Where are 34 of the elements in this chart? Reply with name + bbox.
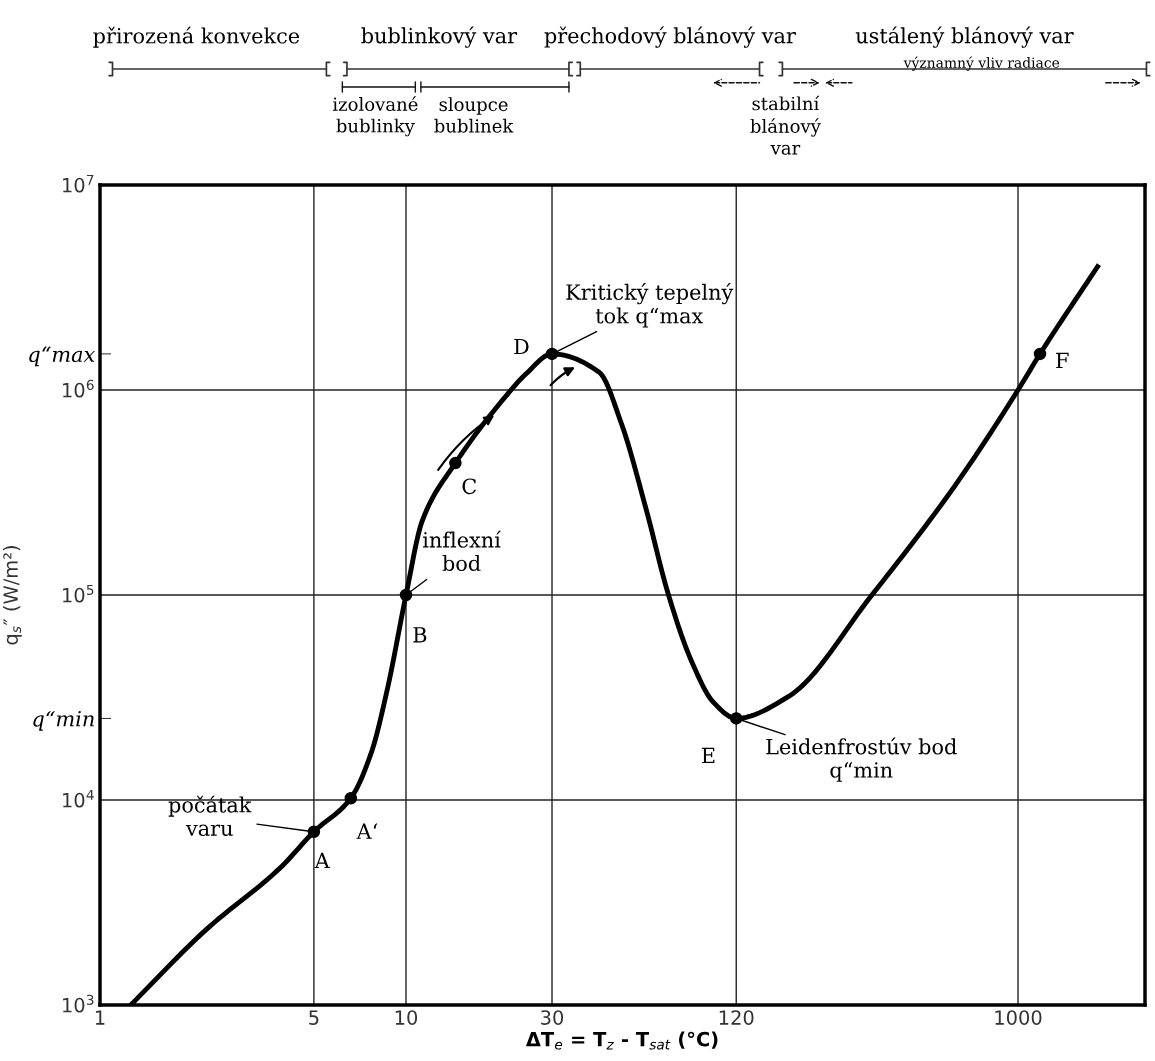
- x-tick-label: 10: [395, 1010, 418, 1025]
- y-tick-label: 10$^{6}$: [63, 379, 94, 398]
- text: stabilní blánový var: [750, 95, 821, 155]
- text: významný vliv radiace: [903, 56, 1060, 71]
- annotation: E: [702, 747, 715, 764]
- annotation: Leidenfrostúv bod q“min: [766, 737, 957, 782]
- annotation: D: [514, 338, 529, 355]
- text: sloupce bublinek: [434, 97, 514, 133]
- y-axis-title: q$_{s}$″ (W/m²): [2, 546, 22, 645]
- y-tick-label: q“max: [29, 346, 95, 367]
- x-tick-label: 1000: [995, 1010, 1042, 1025]
- text: přirozená konvekce: [93, 26, 300, 48]
- text: izolované bublinky: [332, 96, 418, 137]
- y-tick-label: 10$^{5}$: [63, 584, 94, 603]
- annotation: inflexní bod: [423, 530, 501, 572]
- y-tick-label: 10$^{7}$: [63, 174, 94, 193]
- annotation: A‘: [356, 823, 378, 839]
- y-tick-label: 10$^{4}$: [63, 789, 94, 808]
- x-tick-label: 120: [719, 1010, 754, 1025]
- text: bublinkový var: [361, 26, 518, 48]
- x-axis-title: ΔT$_{e}$ = T$_{z}$ - T$_{sat}$ (°C): [525, 1031, 718, 1050]
- annotation: C: [462, 478, 476, 495]
- x-tick-label: 30: [541, 1010, 564, 1025]
- x-tick-label: 1: [95, 1010, 105, 1025]
- annotation: počátak varu: [168, 795, 252, 836]
- text: přechodový blánový var: [544, 26, 796, 48]
- y-tick-label: 10$^{3}$: [63, 994, 94, 1013]
- y-tick-label: q“min: [33, 710, 94, 731]
- text: ustálený blánový var: [855, 26, 1074, 48]
- annotation: B: [413, 627, 427, 643]
- annotation: Kritický tepelný tok q“max: [566, 282, 734, 328]
- annotation: A: [314, 852, 330, 869]
- annotation: F: [1056, 352, 1069, 368]
- x-tick-label: 5: [309, 1010, 319, 1025]
